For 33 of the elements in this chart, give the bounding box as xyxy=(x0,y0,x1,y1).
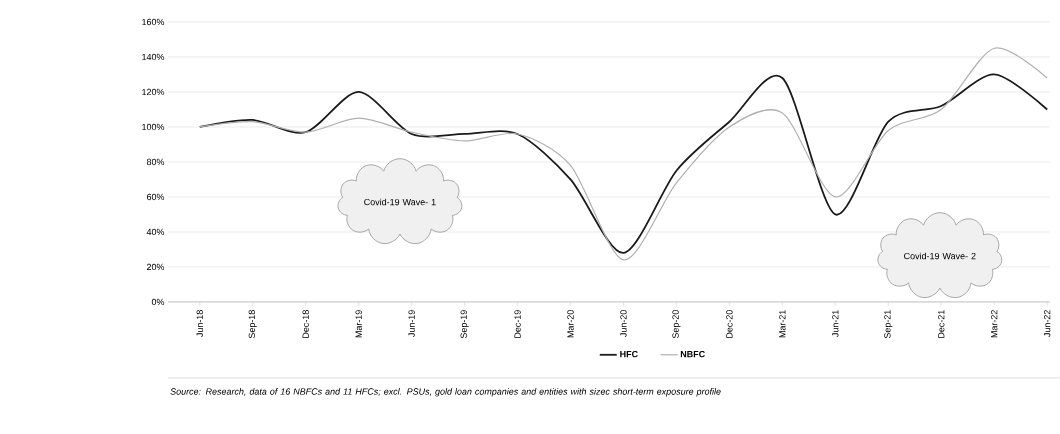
x-tick-label: Mar-21 xyxy=(779,310,786,338)
x-tick-label: Jun-21 xyxy=(832,310,839,338)
line-series xyxy=(199,47,1048,261)
x-tick-label: Sep-20 xyxy=(672,310,681,339)
y-tick-label: 140% xyxy=(142,53,165,61)
x-tick-label: Jun-19 xyxy=(408,310,415,338)
legend-label: HFC xyxy=(620,350,638,358)
x-tick-label: Jun-18 xyxy=(196,310,203,338)
x-tick-label: Mar-20 xyxy=(567,310,574,338)
x-tick-label: Jun-20 xyxy=(620,310,627,338)
x-tick-label: Sep-19 xyxy=(460,310,469,339)
line-series xyxy=(198,73,1049,254)
y-tick-label: 160% xyxy=(142,18,165,26)
x-tick-label: Sep-21 xyxy=(884,310,893,339)
x-tick-label: Mar-19 xyxy=(355,310,362,338)
y-tick-label: 40% xyxy=(146,228,165,236)
annotation: Covid-19 Wave- 1 xyxy=(364,198,436,206)
x-tick-label: Dec-20 xyxy=(726,310,733,338)
x-tick-label: Dec-21 xyxy=(938,310,945,338)
annotation: Covid-19 Wave- 2 xyxy=(904,252,976,260)
legend-label: NBFC xyxy=(680,350,705,358)
x-tick-label: Mar-22 xyxy=(991,310,998,338)
y-tick-label: 120% xyxy=(142,88,165,96)
x-tick-label: Dec-18 xyxy=(302,310,309,338)
x-tick-label: Sep-18 xyxy=(248,310,257,339)
text: Source: Research, data of 16 NBFCs and 11 HFCs; excl. PSUs, gold loan companies and entities with sizec short-term exposure profile xyxy=(170,388,721,397)
y-tick-label: 60% xyxy=(146,193,165,201)
x-tick-label: Jun-22 xyxy=(1043,310,1051,338)
y-tick-label: 100% xyxy=(142,123,165,131)
y-tick-label: 20% xyxy=(146,263,165,271)
x-tick-label: Dec-19 xyxy=(514,310,521,338)
y-tick-label: 0% xyxy=(151,298,165,306)
y-tick-label: 80% xyxy=(146,158,165,166)
